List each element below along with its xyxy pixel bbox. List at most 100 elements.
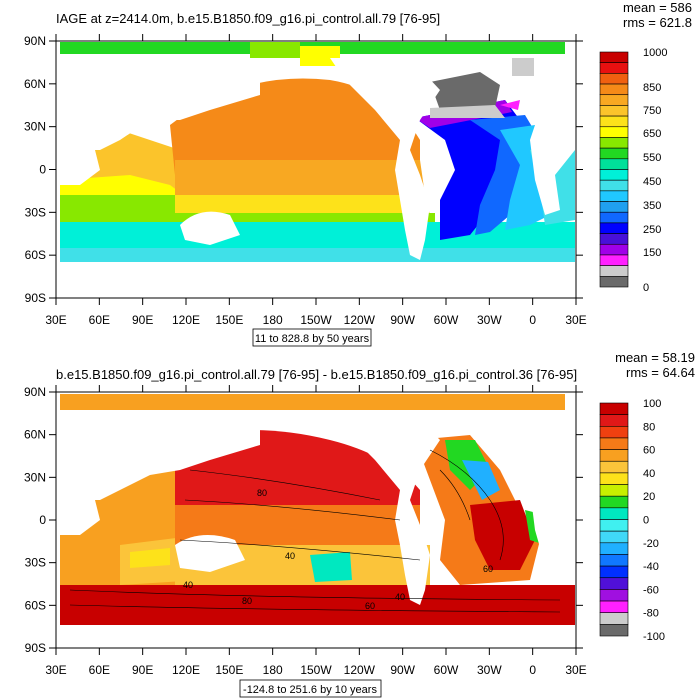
colorbar-swatch [599,51,629,63]
x-tick-label: 180 [263,663,283,677]
panel2-map-field [60,394,575,648]
y-tick-label: 90S [25,641,46,655]
panel1-x-axis: 30E 60E 90E 120E 150E 180 150W 120W 90W 60W 30W 0 30… [45,313,586,327]
contour-label: 60 [483,564,493,574]
colorbar-swatch [599,105,629,117]
panel-age-map: IAGE at z=2414.0m, b.e15.B1850.f09_g16.p… [24,0,692,347]
colorbar-label: 250 [643,224,661,236]
americas-land [330,58,440,260]
south-pacific-yellow [175,195,430,215]
colorbar-swatch [599,437,629,450]
colorbar-label: -20 [643,538,659,550]
y-tick-label: 60S [25,248,46,262]
contour-labels: 80 40 40 60 40 60 80 [183,488,493,611]
arctic-grey-patch [512,58,534,76]
atlantic-magenta [500,100,520,110]
colorbar-swatch [599,233,629,245]
africa-east-land [60,140,100,185]
colorbar-swatch [599,147,629,160]
colorbar-label: -60 [643,584,659,596]
x-tick-label: 120W [344,313,376,327]
x-tick-label: 0 [529,663,536,677]
x-tick-label: 30E [45,663,66,677]
colorbar-swatch [599,83,629,96]
americas-land-diff [330,410,440,605]
x-tick-label: 120W [344,663,376,677]
colorbar-swatch [599,472,629,485]
colorbar-label: 150 [643,247,661,259]
panel2-x-axis: 30E 60E 90E 120E 150E 180 150W 120W 90W 60W 30W 0 30… [45,663,586,677]
indian-ocean-green [60,195,200,215]
colorbar-swatch [599,94,629,106]
colorbar-swatch [599,179,629,192]
contour-label: 40 [395,592,405,602]
panel1-map-field [60,42,575,298]
antarctica-land-diff [60,625,575,648]
x-tick-label: 90W [390,663,415,677]
colorbar-label: 40 [643,468,655,480]
colorbar-label: -100 [643,631,665,643]
colorbar-label: 450 [643,176,661,188]
colorbar-swatch [599,542,629,555]
y-tick-label: 90S [25,291,46,305]
y-tick-label: 60N [24,428,46,442]
x-tick-label: 90E [132,663,153,677]
panel2-mean: mean = 58.19 [615,350,695,365]
y-tick-label: 60S [25,598,46,612]
colorbar-swatch [599,254,629,266]
colorbar-label: 60 [643,445,655,457]
colorbar-swatch [599,402,629,415]
x-tick-label: 120E [172,313,200,327]
colorbar-label: 650 [643,128,661,140]
contour-label: 80 [257,488,267,498]
x-tick-label: 180 [263,313,283,327]
panel2-contour-info: -124.8 to 251.6 by 10 years [243,684,377,696]
y-tick-label: 0 [39,163,46,177]
colorbar-swatch [599,425,629,439]
colorbar-swatch [599,612,629,625]
x-tick-label: 150E [215,313,243,327]
colorbar-swatch [599,589,629,602]
panel1-ticks [49,34,583,305]
colorbar-swatch [599,201,629,213]
y-tick-label: 30S [25,556,46,570]
colorbar-swatch [599,565,629,579]
x-tick-label: 150E [215,663,243,677]
colorbar-label: 750 [643,105,661,117]
colorbar-label: 0 [643,515,649,527]
contour-lines [69,449,561,613]
colorbar-swatch [599,169,629,181]
panel1-contour-info: 11 to 828.8 by 50 years [255,333,370,345]
atlantic-red-diff [470,500,535,570]
y-tick-label: 90N [24,385,46,399]
colorbar-swatch [599,190,629,202]
colorbar-label: 850 [643,82,661,94]
contour-label: 80 [242,596,252,606]
x-tick-label: 120E [172,663,200,677]
x-tick-label: 30E [45,313,66,327]
x-tick-label: 90E [132,313,153,327]
colorbar-swatch [599,62,629,74]
x-tick-label: 60W [434,663,459,677]
arctic-band-diff [60,394,565,410]
x-tick-label: 30E [565,313,586,327]
colorbar-swatch [599,484,629,497]
tropical-pacific-diff [175,505,420,550]
x-tick-label: 30W [477,313,502,327]
colorbar-swatch [599,554,629,567]
y-tick-label: 30S [25,205,46,219]
x-tick-label: 60E [89,313,110,327]
colorbar-swatch [599,115,629,128]
colorbar-label: 80 [643,421,655,433]
colorbar-swatch [599,530,629,544]
arctic-yellow-patch [300,46,340,66]
europe-africa-land-diff [530,455,575,565]
contour-label: 40 [183,580,193,590]
panel2-ticks [49,385,583,655]
asia-land [60,58,260,150]
y-tick-label: 30N [24,470,46,484]
panel-difference-map: b.e15.B1850.f09_g16.pi_control.all.79 [7… [24,350,695,698]
asia-land-diff [60,410,260,500]
y-tick-label: 0 [39,513,46,527]
panel2-y-axis: 90N 60N 30N 0 30S 60S 90S [24,385,46,655]
